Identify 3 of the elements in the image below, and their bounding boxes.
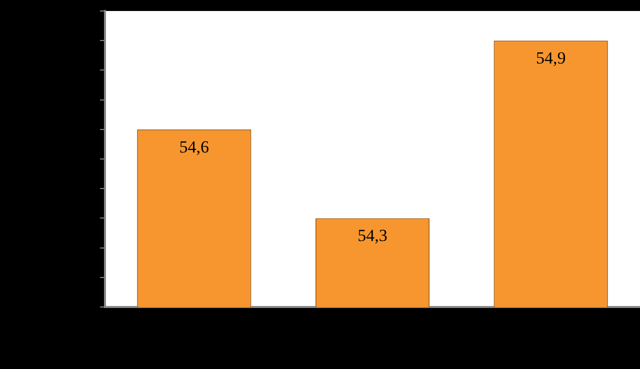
data-label: 54,3 (358, 226, 388, 246)
data-label: 54,6 (179, 137, 210, 156)
data-label: 54,9 (536, 48, 566, 68)
